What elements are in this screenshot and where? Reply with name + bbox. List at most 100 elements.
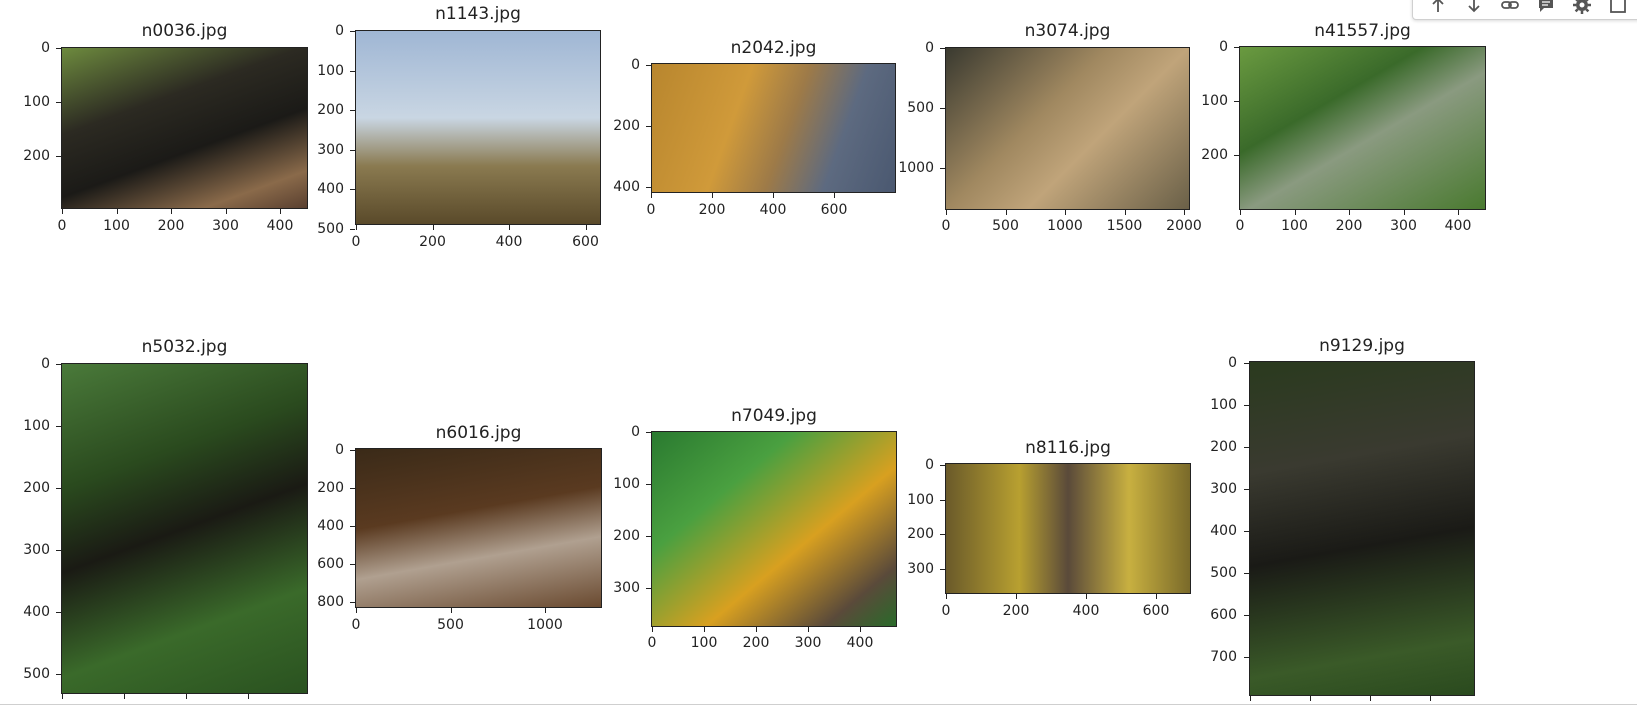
expand-icon[interactable] xyxy=(1607,0,1629,16)
y-tick xyxy=(56,550,61,551)
y-tick-label: 600 xyxy=(1210,607,1237,623)
x-tick-label: 100 xyxy=(103,218,130,234)
x-tick-label: 600 xyxy=(820,202,848,218)
x-tick-label: 0 xyxy=(646,202,656,218)
x-tick xyxy=(116,209,118,214)
y-tick xyxy=(646,536,651,537)
panel-title: n5032.jpg xyxy=(141,337,228,357)
x-tick xyxy=(1458,210,1459,215)
x-tick-label: 500 xyxy=(992,218,1019,234)
y-tick-label: 1000 xyxy=(898,160,934,176)
monkey-image xyxy=(651,431,897,627)
y-tick-label: 0 xyxy=(631,57,640,73)
y-tick xyxy=(940,48,945,49)
x-tick xyxy=(1184,210,1185,215)
y-tick xyxy=(350,602,355,603)
x-tick xyxy=(773,193,774,198)
y-tick-label: 500 xyxy=(23,666,50,682)
y-tick xyxy=(56,426,61,427)
y-tick-label: 0 xyxy=(41,356,50,372)
x-tick-label: 2000 xyxy=(1166,218,1202,234)
y-tick-label: 500 xyxy=(1210,565,1237,581)
x-tick-label: 400 xyxy=(759,202,787,218)
move-up-icon[interactable] xyxy=(1427,0,1449,16)
x-tick-label: 0 xyxy=(941,218,951,234)
y-tick xyxy=(56,102,61,103)
y-tick xyxy=(350,526,355,527)
y-tick-label: 400 xyxy=(23,604,50,620)
settings-icon[interactable] xyxy=(1571,0,1593,16)
y-tick-label: 200 xyxy=(613,528,640,544)
x-tick xyxy=(756,627,757,632)
y-tick xyxy=(1244,573,1249,574)
x-tick xyxy=(432,225,434,230)
y-tick xyxy=(1244,363,1249,364)
x-tick-label: 1000 xyxy=(1047,218,1083,234)
y-tick xyxy=(646,432,651,433)
y-tick xyxy=(1234,47,1239,48)
x-tick xyxy=(450,608,452,613)
y-tick xyxy=(940,534,945,535)
y-tick xyxy=(56,156,61,157)
x-tick xyxy=(1086,594,1087,599)
y-tick-label: 200 xyxy=(1201,147,1228,163)
x-tick xyxy=(1065,210,1066,215)
y-tick xyxy=(56,48,61,49)
x-tick xyxy=(545,608,546,613)
y-tick-label: 300 xyxy=(1210,481,1237,497)
monkey-image xyxy=(355,448,602,608)
y-tick xyxy=(646,126,651,127)
y-tick-label: 100 xyxy=(23,94,50,110)
x-tick xyxy=(651,193,652,198)
monkey-image xyxy=(945,463,1191,594)
x-tick xyxy=(356,608,357,613)
x-tick xyxy=(704,627,705,632)
y-tick-label: 300 xyxy=(907,560,934,577)
x-tick-label: 400 xyxy=(1444,218,1472,234)
comment-icon[interactable] xyxy=(1535,0,1557,16)
monkey-image xyxy=(61,363,308,694)
monkey-image xyxy=(651,63,896,193)
x-tick xyxy=(1240,210,1241,215)
y-tick xyxy=(350,110,355,111)
y-tick xyxy=(940,108,945,109)
y-tick xyxy=(350,228,355,230)
y-tick-label: 0 xyxy=(335,23,344,39)
x-tick xyxy=(225,209,227,214)
y-tick xyxy=(1244,615,1249,616)
panel-title: n3074.jpg xyxy=(1024,21,1111,41)
x-tick-label: 600 xyxy=(572,234,599,250)
panel-title: n6016.jpg xyxy=(435,423,522,443)
y-tick-label: 800 xyxy=(317,594,344,610)
x-tick-label: 200 xyxy=(1002,603,1030,619)
panel-title: n41557.jpg xyxy=(1314,21,1411,41)
link-icon[interactable] xyxy=(1499,0,1521,16)
y-tick xyxy=(1234,101,1239,102)
y-tick xyxy=(1244,489,1249,490)
y-tick-label: 0 xyxy=(925,457,934,473)
x-tick xyxy=(1124,210,1126,215)
y-tick xyxy=(1234,155,1239,156)
x-tick xyxy=(1370,696,1371,701)
monkey-image xyxy=(1239,46,1486,210)
move-down-icon[interactable] xyxy=(1463,0,1485,16)
y-tick-label: 300 xyxy=(317,141,344,158)
x-tick xyxy=(808,627,809,632)
y-tick-label: 700 xyxy=(1210,649,1237,665)
x-tick xyxy=(712,193,713,198)
x-tick xyxy=(62,209,63,214)
y-tick xyxy=(1244,447,1249,448)
panel-title: n9129.jpg xyxy=(1319,336,1405,356)
x-tick xyxy=(124,694,125,699)
y-tick-label: 200 xyxy=(1210,439,1237,455)
y-tick-label: 100 xyxy=(23,418,50,434)
x-tick xyxy=(1016,594,1017,599)
y-tick xyxy=(56,674,61,675)
y-tick-label: 200 xyxy=(317,480,344,496)
y-tick-label: 0 xyxy=(1219,39,1228,55)
x-tick-label: 0 xyxy=(1235,218,1245,234)
y-tick xyxy=(350,149,355,151)
x-tick xyxy=(280,209,281,214)
y-tick-label: 300 xyxy=(23,542,50,558)
y-tick xyxy=(1244,531,1249,532)
